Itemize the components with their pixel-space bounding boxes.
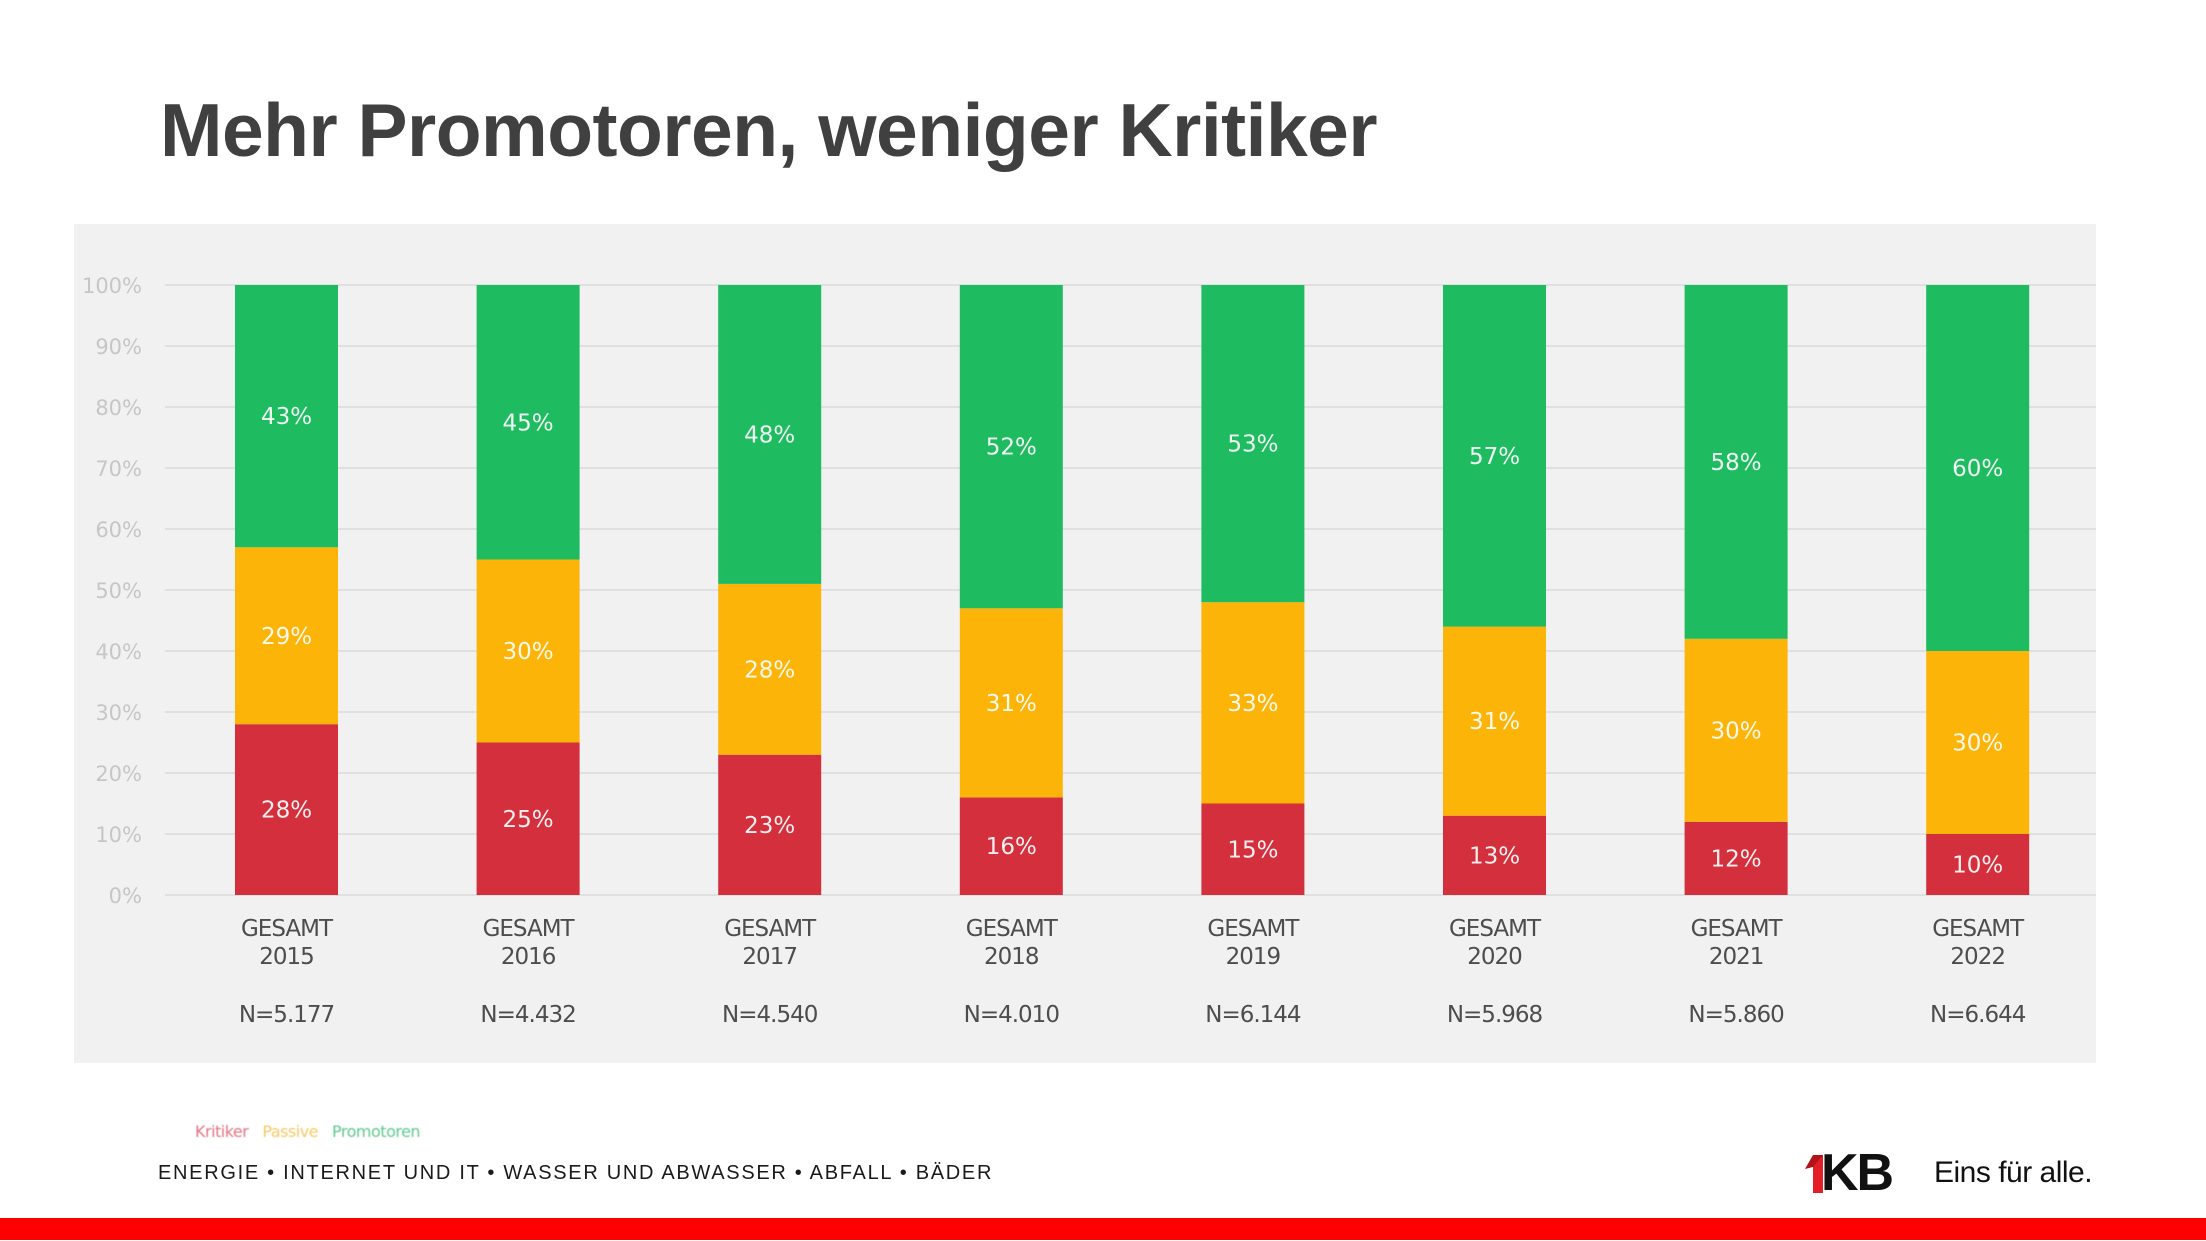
data-label: 31%	[1469, 709, 1520, 735]
footer-tagline: ENERGIE • INTERNET UND IT • WASSER UND A…	[158, 1162, 994, 1184]
data-label: 30%	[1711, 718, 1762, 744]
logo-one-mark-icon	[1805, 1155, 1823, 1193]
footer-accent-bar	[0, 1218, 2206, 1240]
sample-size-label: N=5.860	[1688, 1002, 1784, 1028]
bar-segment-kritiker	[1443, 815, 1546, 895]
legend-item-promotoren: Promotoren	[332, 1122, 421, 1141]
bar-segment-kritiker	[1201, 803, 1305, 895]
x-tick-label: 2020	[1467, 944, 1522, 970]
x-tick-label: 2018	[984, 944, 1039, 970]
data-label: 16%	[986, 834, 1037, 860]
x-tick-label: GESAMT	[966, 916, 1059, 942]
data-label: 57%	[1469, 444, 1520, 470]
y-tick-label: 40%	[95, 640, 142, 664]
x-tick-label: 2015	[259, 944, 314, 970]
chart-panel: 0% 10% 20% 30% 40% 50% 60% 70% 80% 90% 100% 28% 29% 4…	[74, 224, 2096, 1063]
bar-segment-promotoren	[1443, 285, 1546, 627]
bar-segment-promotoren	[235, 285, 338, 548]
x-tick-label: GESAMT	[241, 916, 334, 942]
y-tick-label: 0%	[109, 884, 142, 908]
x-tick-label: GESAMT	[724, 916, 817, 942]
bar-segment-kritiker	[718, 754, 822, 895]
bar-segment-passive	[718, 583, 822, 755]
brand-slogan: Eins für alle.	[1934, 1156, 2093, 1189]
data-label: 60%	[1952, 456, 2003, 482]
chart-legend: Kritiker Passive Promotoren	[195, 1119, 434, 1145]
y-tick-label: 70%	[95, 457, 142, 481]
data-label: 28%	[261, 798, 312, 824]
slide-title: Mehr Promotoren, weniger Kritiker	[160, 88, 1378, 172]
bar-segment-passive	[1201, 602, 1305, 804]
bar-segment-promotoren	[718, 285, 822, 584]
sample-size-label: N=4.540	[722, 1002, 818, 1028]
data-label: 31%	[986, 691, 1037, 717]
sample-size-label: N=6.144	[1205, 1002, 1301, 1028]
bar-segment-promotoren	[959, 285, 1063, 609]
bar-segment-passive	[476, 559, 580, 743]
bar-segment-promotoren	[1201, 285, 1305, 603]
bar-segment-kritiker	[235, 724, 338, 895]
bar-segment-promotoren	[1926, 285, 2030, 651]
x-tick-label: 2016	[501, 944, 556, 970]
y-tick-label: 10%	[95, 823, 142, 847]
bar-segment-kritiker	[959, 797, 1063, 895]
x-tick-label: 2021	[1709, 944, 1764, 970]
legend-item-kritiker: Kritiker	[195, 1122, 249, 1141]
ikb-logo: KB Eins für alle.	[1805, 1144, 2095, 1202]
sample-size-label: N=5.968	[1447, 1002, 1543, 1028]
bar-segment-passive	[235, 547, 338, 725]
x-tick-label: GESAMT	[1449, 916, 1542, 942]
data-label: 33%	[1227, 691, 1278, 717]
bar-segment-kritiker	[1926, 834, 2030, 895]
data-label: 53%	[1227, 432, 1278, 458]
data-label: 52%	[986, 435, 1037, 461]
data-label: 28%	[744, 657, 795, 683]
bar-segment-passive	[1926, 651, 2030, 834]
bar-segment-passive	[959, 608, 1063, 798]
y-tick-label: 20%	[95, 762, 142, 786]
data-label: 58%	[1711, 450, 1762, 476]
bar-segment-passive	[1684, 638, 1788, 822]
y-tick-label: 50%	[95, 579, 142, 603]
bar-segment-kritiker	[1684, 821, 1788, 895]
data-label: 43%	[261, 404, 312, 430]
data-label: 12%	[1711, 846, 1762, 872]
x-tick-label: 2017	[742, 944, 797, 970]
x-tick-label: 2022	[1950, 944, 2005, 970]
x-tick-label: GESAMT	[1207, 916, 1300, 942]
x-tick-label: 2019	[1226, 944, 1281, 970]
data-label: 15%	[1227, 837, 1278, 863]
y-tick-label: 100%	[82, 274, 142, 298]
data-label: 29%	[261, 624, 312, 650]
data-label: 45%	[503, 410, 554, 436]
x-tick-label: GESAMT	[1691, 916, 1784, 942]
bar-segment-passive	[1443, 626, 1546, 816]
y-tick-label: 30%	[95, 701, 142, 725]
data-label: 30%	[503, 639, 554, 665]
sample-size-label: N=6.644	[1930, 1002, 2026, 1028]
data-label: 48%	[744, 422, 795, 448]
sample-size-label: N=4.010	[964, 1002, 1060, 1028]
legend-item-passive: Passive	[262, 1122, 319, 1141]
bar-segment-promotoren	[1684, 285, 1788, 639]
y-tick-label: 80%	[95, 396, 142, 420]
data-label: 13%	[1469, 843, 1520, 869]
y-tick-label: 60%	[95, 518, 142, 542]
x-tick-label: GESAMT	[1932, 916, 2025, 942]
data-label: 30%	[1952, 731, 2003, 757]
x-tick-label: GESAMT	[483, 916, 576, 942]
stacked-bar-chart: 0% 10% 20% 30% 40% 50% 60% 70% 80% 90% 100% 28% 29% 4…	[82, 274, 2096, 1028]
bar-segment-promotoren	[476, 285, 580, 560]
data-label: 23%	[744, 813, 795, 839]
bar-segment-kritiker	[476, 742, 580, 895]
data-label: 25%	[503, 807, 554, 833]
logo-text: KB	[1821, 1144, 1894, 1202]
y-tick-label: 90%	[95, 335, 142, 359]
data-label: 10%	[1952, 853, 2003, 879]
sample-size-label: N=4.432	[480, 1002, 575, 1028]
sample-size-label: N=5.177	[239, 1002, 334, 1028]
